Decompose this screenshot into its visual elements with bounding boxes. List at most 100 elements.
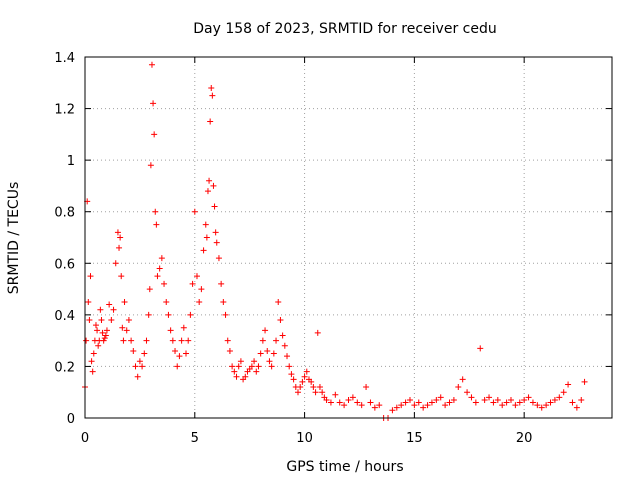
data-point (262, 327, 269, 334)
data-point (185, 337, 192, 344)
data-point (193, 273, 200, 280)
data-point (224, 337, 231, 344)
data-point (268, 363, 275, 370)
data-point (209, 92, 216, 99)
data-point (270, 350, 277, 357)
data-point (279, 332, 286, 339)
x-tick-label: 15 (406, 431, 423, 446)
data-point (103, 327, 110, 334)
data-point (310, 384, 317, 391)
y-tick-label: 0 (67, 412, 75, 427)
data-point (167, 327, 174, 334)
data-point (503, 399, 510, 406)
data-point (433, 396, 440, 403)
data-point (102, 332, 109, 339)
data-point (147, 162, 154, 169)
data-point (198, 286, 205, 293)
data-point (481, 396, 488, 403)
data-point (477, 345, 484, 352)
data-point (165, 311, 172, 318)
data-point (189, 280, 196, 287)
data-point (288, 371, 295, 378)
y-tick-label: 0.4 (54, 309, 75, 324)
y-tick-label: 0.8 (54, 206, 75, 221)
data-point (152, 208, 159, 215)
grid-lines (85, 57, 612, 418)
data-point (494, 396, 501, 403)
data-point (202, 221, 209, 228)
y-tick-label: 0.6 (54, 257, 75, 272)
data-point (290, 376, 297, 383)
data-point (139, 363, 146, 370)
data-point (150, 100, 157, 107)
data-point (212, 229, 219, 236)
data-point (336, 399, 343, 406)
data-point (499, 402, 506, 409)
data-point (581, 378, 588, 385)
data-point (118, 273, 125, 280)
data-point (204, 188, 211, 195)
data-point (367, 399, 374, 406)
data-point (121, 298, 128, 305)
data-point (148, 61, 155, 68)
data-point (178, 337, 185, 344)
y-tick-labels: 0 0.2 0.4 0.6 0.8 1 1.2 1.4 (54, 51, 75, 427)
data-point (294, 389, 301, 396)
data-point (538, 404, 545, 411)
data-point (136, 358, 143, 365)
data-point (464, 389, 471, 396)
data-point (424, 402, 431, 409)
data-point (176, 353, 183, 360)
data-point (459, 376, 466, 383)
data-point (529, 399, 536, 406)
data-point (125, 317, 132, 324)
data-point (303, 368, 310, 375)
data-point (264, 347, 271, 354)
x-tick-labels: 0 5 10 15 20 (81, 431, 533, 446)
data-point (172, 347, 179, 354)
data-point (259, 337, 266, 344)
x-tick-label: 0 (81, 431, 89, 446)
data-point (284, 353, 291, 360)
data-point (134, 373, 141, 380)
data-point (398, 402, 405, 409)
data-point (248, 363, 255, 370)
data-point (226, 347, 233, 354)
y-tick-label: 1.2 (54, 103, 75, 118)
data-point (442, 402, 449, 409)
data-point (393, 404, 400, 411)
data-point (119, 324, 126, 331)
data-point (573, 404, 580, 411)
x-axis-title: GPS time / hours (286, 459, 403, 475)
data-point (180, 324, 187, 331)
data-point (200, 247, 207, 254)
data-point (83, 337, 90, 344)
data-point (88, 358, 95, 365)
data-point (345, 396, 352, 403)
data-point (316, 384, 323, 391)
data-point (130, 347, 137, 354)
data-point (486, 394, 493, 401)
data-point (446, 399, 453, 406)
data-point (257, 350, 264, 357)
data-point (145, 311, 152, 318)
data-point (86, 317, 93, 324)
data-point (90, 350, 97, 357)
data-point (516, 399, 523, 406)
data-point (94, 327, 101, 334)
data-point (543, 402, 550, 409)
data-point (98, 317, 105, 324)
data-point (112, 260, 119, 267)
data-point (534, 402, 541, 409)
data-point (99, 329, 106, 336)
data-point (255, 363, 262, 370)
data-point (143, 337, 150, 344)
y-tick-label: 0.2 (54, 360, 75, 375)
data-point (415, 399, 422, 406)
data-point (117, 234, 124, 241)
data-point (490, 399, 497, 406)
data-point (323, 396, 330, 403)
data-point (327, 399, 334, 406)
data-point (235, 363, 242, 370)
data-point (123, 327, 130, 334)
